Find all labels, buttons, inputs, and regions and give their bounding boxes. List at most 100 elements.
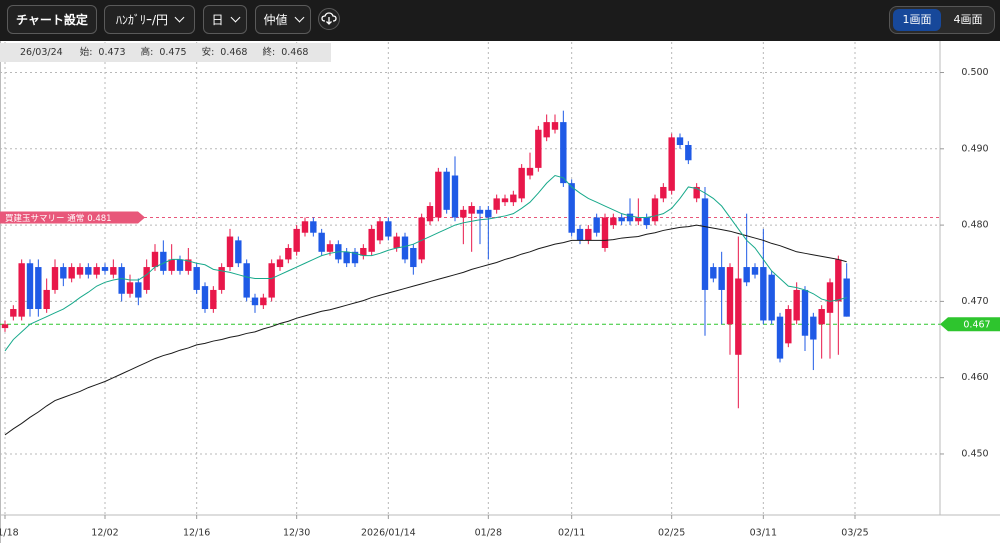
x-tick-label: 01/28 (475, 528, 502, 539)
info-value: 0.468 (281, 47, 309, 58)
candle-body (693, 186, 700, 199)
candle-body (85, 267, 92, 275)
candle-body (110, 267, 117, 275)
candle-body (260, 297, 267, 306)
x-tick-label: 11/18 (0, 528, 19, 539)
button-label: チャート設定 (16, 13, 88, 27)
candle-body (593, 217, 600, 233)
period-dropdown[interactable]: 日 (203, 5, 247, 34)
position-tag-text: 買建玉サマリー 通常 0.481 (5, 212, 112, 223)
candle-body (326, 244, 334, 252)
candle-body (293, 228, 300, 252)
candle-body (493, 198, 500, 210)
y-tick-label: 0.450 (961, 448, 988, 459)
price-type-dropdown[interactable]: 仲値 (255, 5, 311, 34)
candle-body (60, 267, 67, 279)
candle-body (810, 316, 817, 340)
candle-body (818, 309, 825, 325)
candle-body (351, 251, 359, 264)
candle-body (801, 289, 809, 336)
candle-body (476, 209, 484, 214)
candle-body (243, 263, 250, 298)
candle-body (460, 209, 467, 218)
dropdown-label: 日 (211, 13, 224, 27)
candle-body (726, 267, 734, 325)
candle-body (568, 183, 575, 233)
info-label: 始: (79, 47, 93, 58)
candle-body (135, 282, 142, 298)
candle-body (401, 236, 409, 260)
candle-body (68, 267, 75, 279)
candle-body (51, 267, 59, 290)
candle-body (485, 209, 492, 218)
candle-body (785, 309, 792, 344)
candle-body (643, 217, 650, 226)
candle-body (226, 236, 234, 268)
candle-body (251, 297, 259, 306)
x-tick-label: 2026/01/14 (361, 528, 416, 539)
candle-body (685, 144, 692, 161)
chart-settings-button[interactable]: チャート設定 (7, 5, 97, 34)
info-label: 安: (201, 47, 215, 58)
pair-dropdown[interactable]: ﾊﾝｶﾞﾘｰ/円 (104, 5, 195, 34)
candle-body (318, 232, 325, 252)
caret (174, 12, 185, 23)
candle-body (601, 217, 609, 248)
layout-4-button[interactable]: 4画面 (953, 13, 983, 26)
candle-body (426, 206, 434, 222)
candle-body (160, 251, 167, 271)
candle-body (793, 289, 800, 321)
x-tick-label: 03/11 (750, 528, 777, 539)
candle-body (151, 251, 159, 268)
candle-body (510, 194, 517, 203)
candle-body (343, 251, 350, 264)
ohlc-info: 26/03/24 始: 0.473 高: 0.475 安: 0.468 終: 0.468 (0, 43, 331, 62)
candle-body (268, 263, 275, 298)
layout-1-button[interactable]: 1画面 (893, 9, 941, 31)
ma-long-line (4, 224, 847, 436)
candle-body (668, 137, 675, 191)
candle-body (276, 259, 284, 268)
current-tag (940, 317, 1000, 332)
chart: 0.500 0.490 0.480 0.470 0.460 0.450 11/18 12/02… (0, 41, 1000, 543)
candle-body (735, 278, 742, 355)
candle-body (676, 137, 684, 145)
candle-body (385, 221, 392, 237)
position-value: 0.481 (87, 213, 111, 223)
candle-body (826, 282, 834, 313)
candle-body (1, 324, 9, 329)
candle-body (626, 213, 634, 222)
candle-body (118, 267, 125, 294)
candle-body (310, 221, 317, 233)
x-tick-label: 12/16 (183, 528, 210, 539)
candle-body (701, 198, 709, 290)
candle-body (393, 236, 400, 248)
candle-body (360, 247, 367, 256)
candle-body (35, 267, 42, 310)
candle-body (410, 247, 417, 268)
candle-body (376, 221, 384, 241)
candle-body (560, 122, 567, 184)
position-label: 買建玉サマリー 通常 (5, 212, 84, 223)
candle-body (710, 267, 717, 279)
download-button[interactable] (318, 8, 340, 30)
candle-body (26, 263, 34, 310)
candle-body (468, 206, 475, 214)
x-tick-label: 02/11 (558, 528, 585, 539)
candle-body (535, 129, 542, 168)
candle-body (760, 267, 767, 321)
candle-body (93, 267, 100, 275)
candle-body (168, 259, 175, 271)
candle-body (618, 217, 625, 222)
dropdown-label: 仲値 (263, 13, 288, 27)
candle-body (543, 122, 550, 138)
position-tag (0, 211, 145, 224)
candle-body (776, 316, 784, 359)
candle-body (285, 247, 292, 260)
candle-body (143, 267, 150, 290)
candle-body (126, 282, 134, 294)
candle-body (443, 171, 450, 210)
plot (0, 110, 940, 436)
candle-body (10, 309, 17, 317)
